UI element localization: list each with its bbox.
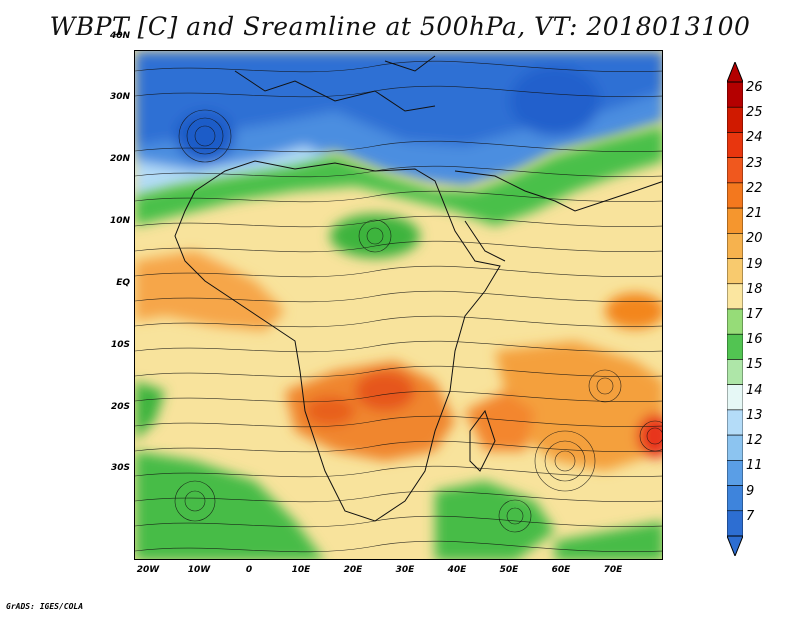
colorbar-box: [727, 157, 743, 184]
colorbar-label: 25: [746, 105, 763, 121]
lon-label-10e: 10E: [291, 565, 311, 575]
colorbar-label: 26: [746, 80, 763, 95]
lat-label-10n: 10N: [109, 216, 130, 226]
colorbar-label: 21: [746, 206, 763, 222]
colorbar-box: [727, 359, 743, 385]
warm-high-regions: [135, 251, 662, 471]
colorbar-bottom-arrow: [727, 535, 743, 556]
lon-label-70e: 70E: [603, 565, 623, 575]
colorbar-box: [727, 384, 743, 411]
colorbar-box: [727, 81, 743, 108]
lat-label-40n: 40N: [109, 31, 130, 41]
lon-label-10w: 10W: [187, 565, 211, 575]
lon-label-30e: 30E: [395, 565, 415, 575]
wbpt-field: [135, 51, 662, 559]
colorbar-label: 23: [746, 155, 763, 171]
colorbar-label: 20: [746, 231, 763, 247]
colorbar-box: [727, 132, 743, 158]
colorbar-box: [727, 258, 743, 285]
colorbar-box: [727, 434, 743, 461]
colorbar-top-arrow: [727, 62, 743, 83]
lon-label-20w: 20W: [136, 565, 160, 575]
colorbar-box: [727, 106, 743, 133]
colorbar-label: 14: [746, 382, 763, 398]
lat-label-30s: 30S: [110, 463, 130, 473]
lat-label-20s: 20S: [110, 402, 130, 412]
lon-label-60e: 60E: [551, 565, 571, 575]
chart-title: WBPT [C] and Sreamline at 500hPa, VT: 20…: [49, 12, 751, 41]
colorbar-box: [727, 510, 743, 537]
colorbar-box: [727, 333, 743, 360]
colorbar-label: 15: [746, 357, 763, 373]
colorbar-box: [727, 233, 743, 259]
colorbar-label: 13: [746, 407, 763, 423]
lon-label-50e: 50E: [499, 565, 519, 575]
colorbar-box: [727, 409, 743, 436]
streamlines: [135, 60, 662, 553]
colorbar-label: 22: [746, 180, 763, 196]
colorbar-label: 17: [746, 307, 763, 322]
colorbar-label: 11: [746, 458, 763, 474]
lat-label-eq: EQ: [116, 278, 130, 288]
colorbar-label: 24: [746, 130, 763, 146]
colorbar-box: [727, 460, 743, 486]
colorbar: [727, 62, 743, 556]
colorbar-box: [727, 207, 743, 234]
colorbar-label: 7: [746, 508, 755, 524]
colorbar-label: 16: [746, 332, 763, 348]
map-panel: [134, 50, 663, 560]
colorbar-box: [727, 182, 743, 209]
lon-label-40e: 40E: [447, 565, 467, 575]
colorbar-box: [727, 308, 743, 335]
lon-label-20e: 20E: [343, 565, 363, 575]
lon-label-0: 0: [245, 565, 253, 575]
colorbar-label: 19: [746, 256, 763, 272]
colorbar-label: 9: [746, 483, 755, 499]
lat-label-30n: 30N: [109, 92, 130, 102]
southern-green: [135, 381, 662, 559]
colorbar-label: 18: [746, 281, 763, 297]
grads-credit: GrADS: IGES/COLA: [6, 602, 84, 611]
lat-label-10s: 10S: [110, 340, 130, 350]
colorbar-box: [727, 485, 743, 512]
colorbar-label: 12: [746, 433, 763, 449]
colorbar-box: [727, 283, 743, 310]
lat-label-20n: 20N: [109, 154, 130, 164]
